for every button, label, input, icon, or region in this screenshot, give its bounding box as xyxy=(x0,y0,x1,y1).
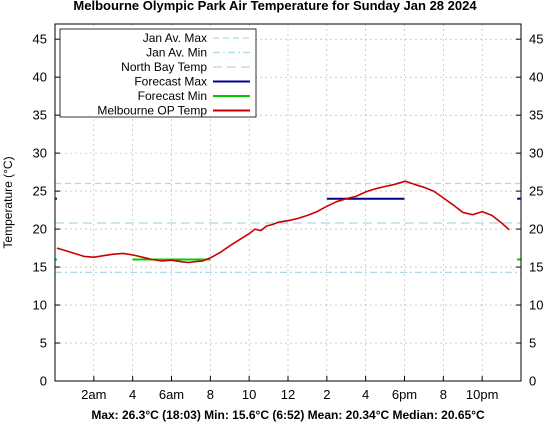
y-tick-label-right: 15 xyxy=(529,260,543,275)
axis-ticks: 0 0 5 5 10 10 15 15 20 20 25 25 30 30 35 35 40 40 45 45 2am 4… xyxy=(33,32,544,402)
y-tick-label-left: 40 xyxy=(33,70,47,85)
reference-lines xyxy=(55,182,521,273)
series-lines xyxy=(55,180,521,264)
y-tick-label-right: 30 xyxy=(529,146,543,161)
y-tick-label-right: 40 xyxy=(529,70,543,85)
y-tick-label-left: 15 xyxy=(33,260,47,275)
y-tick-label-left: 30 xyxy=(33,146,47,161)
x-tick-label: 10pm xyxy=(466,387,499,402)
x-tick-label: 10 xyxy=(242,387,256,402)
legend-label-melbourne-op-temp: Melbourne OP Temp xyxy=(97,104,207,118)
legend-label-jan-av-max: Jan Av. Max xyxy=(143,31,207,45)
y-tick-label-right: 20 xyxy=(529,222,543,237)
legend-label-forecast-min: Forecast Min xyxy=(138,89,207,103)
y-tick-label-right: 35 xyxy=(529,108,543,123)
y-tick-label-left: 45 xyxy=(33,32,47,47)
y-axis-label: Temperature (°C) xyxy=(1,156,15,248)
legend-label-forecast-max: Forecast Max xyxy=(134,75,207,89)
x-tick-label: 6pm xyxy=(392,387,417,402)
x-tick-label: 2 xyxy=(323,387,330,402)
y-tick-label-right: 45 xyxy=(529,32,543,47)
y-tick-label-left: 10 xyxy=(33,298,47,313)
x-tick-label: 2am xyxy=(81,387,106,402)
y-tick-label-left: 0 xyxy=(40,374,47,389)
x-tick-label: 6am xyxy=(159,387,184,402)
melbourne-op-temp-line xyxy=(56,180,510,264)
legend-label-jan-av-min: Jan Av. Min xyxy=(146,46,207,60)
y-tick-label-left: 25 xyxy=(33,184,47,199)
stats-summary: Max: 26.3°C (18:03) Min: 15.6°C (6:52) M… xyxy=(91,408,485,422)
x-tick-label: 4 xyxy=(362,387,369,402)
y-tick-label-right: 0 xyxy=(529,374,536,389)
legend-box xyxy=(59,28,257,118)
y-tick-label-right: 25 xyxy=(529,184,543,199)
y-tick-label-left: 5 xyxy=(40,336,47,351)
x-tick-label: 12 xyxy=(281,387,295,402)
legend-label-north-bay-temp: North Bay Temp xyxy=(121,60,207,74)
x-tick-label: 8 xyxy=(207,387,214,402)
y-tick-label-right: 5 xyxy=(529,336,536,351)
y-tick-label-right: 10 xyxy=(529,298,543,313)
y-tick-label-left: 20 xyxy=(33,222,47,237)
x-tick-label: 8 xyxy=(440,387,447,402)
x-tick-label: 4 xyxy=(129,387,136,402)
y-tick-label-left: 35 xyxy=(33,108,47,123)
chart-title: Melbourne Olympic Park Air Temperature f… xyxy=(73,0,477,13)
